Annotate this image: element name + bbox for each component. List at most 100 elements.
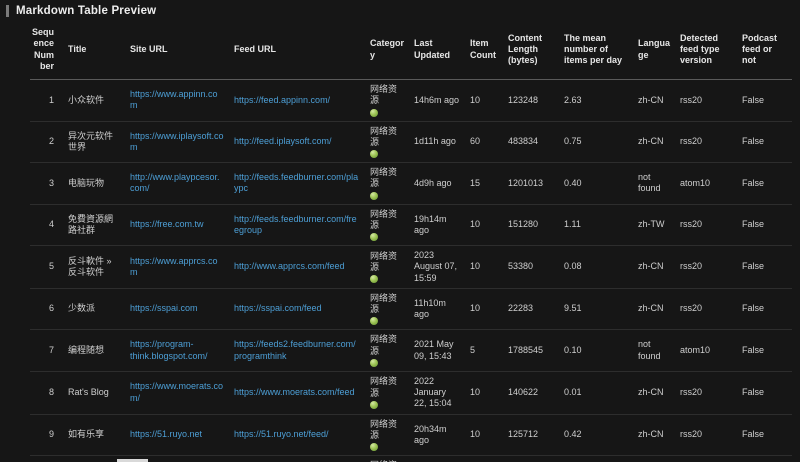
category-label: 网络资源	[370, 167, 398, 189]
cell-site-url: https://51.ruyo.net	[130, 414, 234, 456]
cell-language: zh-CN	[638, 371, 680, 415]
cell-mean-items-per-day: 0.08	[564, 245, 638, 289]
site-url-link[interactable]: https://www.iplaysoft.com	[130, 130, 224, 152]
cell-title: 免費資源網路社群	[68, 204, 130, 246]
cell-site-url: https://program-think.blogspot.com/	[130, 329, 234, 372]
category-label: 网络资源	[370, 125, 398, 147]
feed-url-link[interactable]: http://feeds.feedburner.com/freegroup	[234, 213, 357, 235]
green-circle-icon	[370, 358, 378, 367]
table-row: 3 电脑玩物 http://www.playpcesor.com/http://fe…	[30, 162, 792, 205]
cell-category: 网络资源	[370, 288, 414, 331]
column-header-feed-type-version: Detected feed type version	[680, 19, 742, 80]
cell-item-count: 60	[470, 121, 508, 163]
site-url-link[interactable]: https://sspai.com	[130, 303, 198, 314]
cell-sequence-number: 6	[30, 288, 68, 331]
table-row: 10活动优惠https://jike.info/category/5https:…	[30, 455, 792, 462]
cell-feed-url: https://sspai.com/feed	[234, 288, 370, 331]
preview-header: Markdown Table Preview	[0, 0, 800, 19]
feed-url-link[interactable]: https://www.moerats.com/feed	[234, 387, 355, 397]
cell-podcast-feed: False	[742, 414, 792, 456]
cell-language: zh-CN	[638, 121, 680, 163]
cell-title: 小众软件	[68, 79, 130, 122]
feed-url-link[interactable]: http://www.apprcs.com/feed	[234, 261, 345, 272]
category-label: 网络资源	[370, 334, 398, 356]
cell-content-length: 483834	[508, 121, 564, 163]
column-header-podcast-feed: Podcast feed or not	[742, 19, 792, 80]
feeds-table: Sequence Number Title Site URL Feed URL Cate…	[30, 19, 792, 462]
cell-feed-type-version: atom10	[680, 162, 742, 205]
column-header-sequence-number: Sequence Number	[30, 19, 68, 80]
cell-sequence-number: 9	[30, 414, 68, 456]
cell-sequence-number: 8	[30, 371, 68, 415]
cell-feed-type-version: rss20	[680, 204, 742, 246]
green-circle-icon	[370, 443, 378, 451]
column-header-language: Language	[638, 19, 680, 80]
cell-feed-url: https://www.moerats.com/feed	[234, 371, 370, 415]
feed-url-link[interactable]: https://51.ruyo.net/feed/	[234, 429, 329, 440]
cell-feed-url: https://feeds2.feedburner.com/programthi…	[234, 329, 370, 372]
green-circle-icon	[370, 233, 378, 241]
site-url-link[interactable]: http://www.playpcesor.com/	[130, 172, 220, 194]
column-header-content-length: Content Length (bytes)	[508, 19, 564, 80]
cell-feed-url: http://feeds.feedburner.com/freegroup	[234, 204, 370, 246]
cell-mean-items-per-day: 0.01	[564, 371, 638, 415]
cell-title: 如有乐享	[68, 414, 130, 456]
cell-site-url: https://sspai.com	[130, 288, 234, 331]
cell-language: not found	[638, 455, 680, 462]
table-row: 8 Rat's Blog https://www.moerats.com/https…	[30, 371, 792, 415]
cell-language: zh-CN	[638, 414, 680, 456]
site-url-link[interactable]: https://www.moerats.com/	[130, 381, 224, 403]
cell-feed-url: http://feed.iplaysoft.com/	[234, 121, 370, 163]
cell-category: 网络资源	[370, 79, 414, 122]
column-header-last-updated: Last Updated	[414, 19, 470, 80]
page-title: Markdown Table Preview	[16, 5, 157, 17]
cell-sequence-number: 10	[30, 455, 68, 462]
cell-language: zh-CN	[638, 245, 680, 289]
site-url-link[interactable]: https://51.ruyo.net	[130, 429, 203, 440]
cell-mean-items-per-day: 10.33	[564, 455, 638, 462]
cell-podcast-feed: False	[742, 121, 792, 163]
feed-url-link[interactable]: http://feed.iplaysoft.com/	[234, 136, 332, 147]
column-header-site-url: Site URL	[130, 19, 234, 80]
site-url-link[interactable]: https://www.apprcs.com	[130, 255, 218, 277]
cell-feed-type-version: rss20	[680, 371, 742, 415]
cell-content-length: 53380	[508, 245, 564, 289]
feed-url-link[interactable]: https://sspai.com/feed	[234, 303, 322, 314]
column-header-item-count: Item Count	[470, 19, 508, 80]
cell-item-count: 10	[470, 245, 508, 289]
cell-title: 编程随想	[68, 329, 130, 372]
cell-feed-type-version: atom10	[680, 329, 742, 372]
cell-last-updated: 2021 May 09, 15:43	[414, 329, 470, 372]
table-row: 6 少数派 https://sspai.com https://sspai.com/f…	[30, 288, 792, 331]
cell-podcast-feed: False	[742, 245, 792, 289]
cell-language: zh-CN	[638, 79, 680, 122]
category-label: 网络资源	[370, 84, 398, 106]
cell-title: 活动优惠	[68, 455, 130, 462]
cell-category: 网络资源	[370, 204, 414, 246]
site-url-link[interactable]: https://program-think.blogspot.com/	[130, 339, 208, 361]
cell-last-updated: 20h34m ago	[414, 414, 470, 456]
cell-site-url: https://www.appinn.com	[130, 79, 234, 122]
cell-mean-items-per-day: 0.10	[564, 329, 638, 372]
feed-url-link[interactable]: https://feed.appinn.com/	[234, 94, 331, 105]
green-circle-icon	[370, 150, 378, 158]
cell-feed-type-version: rss20	[680, 455, 742, 462]
cell-language: not found	[638, 329, 680, 372]
horizontal-scrollbar-thumb[interactable]	[117, 459, 148, 462]
cell-podcast-feed: False	[742, 329, 792, 372]
feed-url-link[interactable]: http://feeds.feedburner.com/playpc	[234, 172, 359, 194]
category-label: 网络资源	[370, 376, 398, 398]
cell-last-updated: 11h10m ago	[414, 288, 470, 331]
cell-mean-items-per-day: 0.75	[564, 121, 638, 163]
table-row: 4 免費資源網路社群 https://free.com.tw http://feeds…	[30, 204, 792, 246]
cell-sequence-number: 5	[30, 245, 68, 289]
cell-feed-url: https://jike.info/category/5.rss	[234, 455, 370, 462]
cell-site-url: http://www.playpcesor.com/	[130, 162, 234, 205]
table-row: 9 如有乐享 https://51.ruyo.net https://51.ruyo.…	[30, 414, 792, 456]
feed-url-link[interactable]: https://feeds2.feedburner.com/programthi…	[234, 339, 356, 361]
site-url-link[interactable]: https://www.appinn.com	[130, 89, 218, 111]
cell-content-length: 140622	[508, 371, 564, 415]
cell-feed-url: https://feed.appinn.com/	[234, 79, 370, 122]
cell-language: zh-CN	[638, 288, 680, 331]
site-url-link[interactable]: https://free.com.tw	[130, 219, 204, 230]
